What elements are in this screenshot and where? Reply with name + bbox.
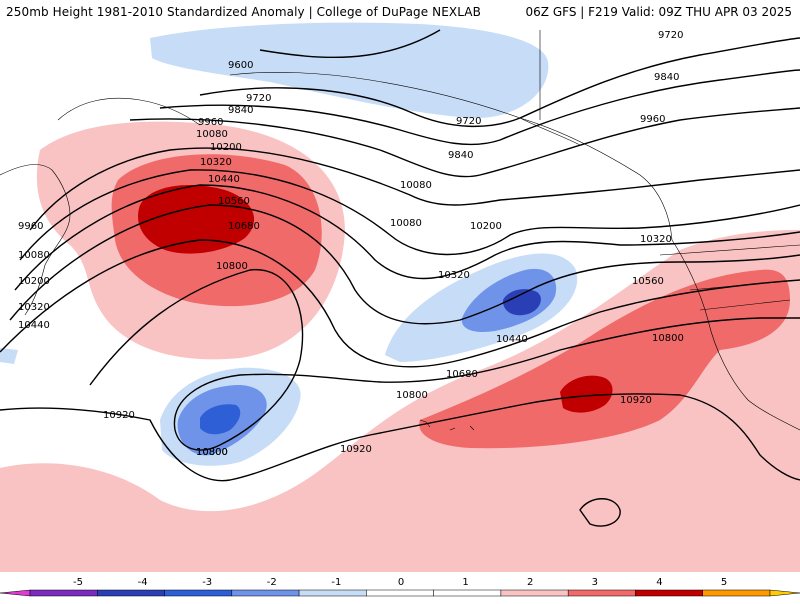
contour-label: 9960 [18,221,43,232]
colorbar-segment [433,589,502,597]
contour-label: 10080 [400,180,432,191]
contour-label: 10800 [196,447,228,458]
contour-label: 10320 [18,302,50,313]
positive-anomaly-east-mid [419,269,790,449]
negative-anomaly-center-core [502,289,541,316]
colorbar-segment [231,589,300,597]
contour-label: 10080 [18,250,50,261]
contour-label: 10080 [196,129,228,140]
contour-label: 10320 [640,234,672,245]
colorbar-tick-label: -2 [267,577,277,588]
map-title: 250mb Height 1981-2010 Standardized Anom… [6,5,481,19]
positive-anomaly-east-core [560,375,613,413]
contour-label: 10920 [620,395,652,406]
contour-label: 10800 [216,261,248,272]
contour-label: 10200 [210,142,242,153]
colorbar-tick-label: -5 [73,577,83,588]
contour-label: 10920 [340,444,372,455]
contour-label: 10560 [218,196,250,207]
contour-labels: 9600 9720 9720 9840 9840 9720 9840 9960 … [18,30,684,458]
colorbar-end-left [0,589,31,597]
contour-label: 10680 [228,221,260,232]
contour-label: 10080 [390,218,422,229]
colorbar-tick-label: 1 [462,577,468,588]
contour-label: 10440 [18,320,50,331]
colorbar-end-right [769,589,800,597]
colorbar-segment [298,589,367,597]
map-canvas: 9600 9720 9720 9840 9840 9720 9840 9960 … [0,22,800,572]
colorbar-tick-label: -1 [331,577,341,588]
colorbar-segments [0,589,800,597]
colorbar-ticks: -5 -4 -3 -2 -1 0 1 2 3 4 5 [73,577,727,588]
colorbar-segment [567,589,636,597]
contour-label: 9960 [198,117,223,128]
contour-label: 10680 [446,369,478,380]
model-run-info: 06Z GFS | F219 Valid: 09Z THU APR 03 202… [525,5,792,19]
colorbar-tick-label: -3 [202,577,212,588]
colorbar-tick-label: 5 [721,577,727,588]
colorbar-segment [702,589,771,597]
contour-label: 10800 [396,390,428,401]
colorbar-segment [29,589,98,597]
contour-label: 10200 [470,221,502,232]
map-header: 250mb Height 1981-2010 Standardized Anom… [0,0,800,22]
map-panel: 9600 9720 9720 9840 9840 9720 9840 9960 … [0,22,800,572]
contour-label: 10440 [496,334,528,345]
colorbar-segment [635,589,703,597]
anomaly-shading [0,22,800,572]
positive-anomaly-east [0,230,800,572]
contour-label: 9960 [640,114,665,125]
contour-label: 10800 [196,447,228,458]
anomaly-colorbar: -5 -4 -3 -2 -1 0 1 2 3 4 5 [0,572,800,600]
contour-label: 10560 [632,276,664,287]
contour-label: 10320 [200,157,232,168]
colorbar-tick-label: 3 [592,577,598,588]
contour-label: 10200 [18,276,50,287]
colorbar-segment [366,589,434,597]
positive-anomaly-west-core [137,185,255,254]
colorbar-tick-label: 4 [656,577,662,588]
colorbar-canvas: -5 -4 -3 -2 -1 0 1 2 3 4 5 [0,577,800,597]
height-contours [0,29,800,527]
negative-anomaly-left-edge [0,348,18,364]
contour-label: 9720 [246,93,271,104]
contour-label: 10800 [652,333,684,344]
colorbar-segment [97,589,165,597]
colorbar-segment [164,589,233,597]
contour-label: 10440 [208,174,240,185]
colorbar-tick-label: 0 [398,577,404,588]
contour-label: 10320 [438,270,470,281]
contour-label: 9720 [456,116,481,127]
contour-label: 9840 [448,150,473,161]
contour-label: 10920 [103,410,135,421]
negative-anomaly-south-core [200,404,241,435]
colorbar-tick-label: 2 [527,577,533,588]
negative-anomaly-north [150,22,549,119]
contour-label: 9600 [228,60,253,71]
contour-label: 9840 [228,105,253,116]
colorbar-segment [500,589,569,597]
contour-label: 9720 [658,30,683,41]
colorbar-tick-label: -4 [138,577,148,588]
contour-label: 9840 [654,72,679,83]
